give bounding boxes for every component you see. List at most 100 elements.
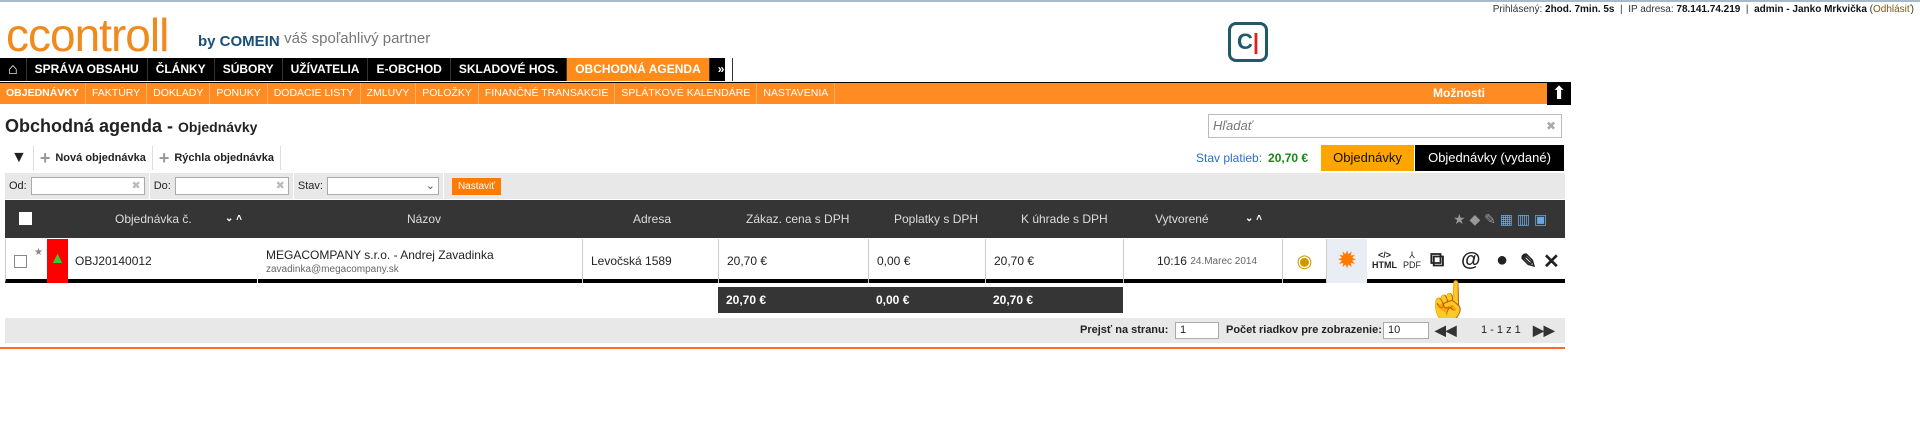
subnav-faktury[interactable]: FAKTÚRY	[86, 83, 148, 104]
open-external-icon[interactable]: ⧉	[1430, 249, 1445, 271]
quick-order-button[interactable]: + Rýchla objednávka	[153, 146, 282, 170]
nav-subory[interactable]: SÚBORY	[215, 58, 283, 81]
col-name[interactable]: Názov	[407, 212, 442, 226]
columns-icon[interactable]: ▥	[1516, 211, 1531, 227]
sort-icon[interactable]: ⌄ ˄	[1245, 213, 1262, 224]
plus-icon: +	[158, 147, 170, 168]
nav-skladove[interactable]: SKLADOVÉ HOS.	[451, 58, 568, 81]
subnav-doklady[interactable]: DOKLADY	[147, 83, 211, 104]
edit-pencil-icon[interactable]: ✎	[1520, 251, 1537, 273]
page-title: Obchodná agenda - Objednávky	[5, 116, 257, 137]
delete-icon[interactable]: ✕	[1543, 251, 1560, 273]
rows-value: 10	[1388, 324, 1401, 336]
session-info: Prihlásený: 2hod. 7min. 5s | IP adresa: …	[1492, 4, 1914, 15]
cell-fees: 0,00 €	[869, 239, 986, 283]
options-menu[interactable]: Možnosti	[1433, 86, 1485, 100]
user-name: admin - Janko Mrkvička	[1754, 4, 1867, 15]
header-tools-icons[interactable]: ★ ◆ ✎ ▦ ▥ ▣	[1453, 200, 1547, 238]
select-all-checkbox[interactable]	[19, 212, 32, 225]
cell-price: 20,70 €	[719, 239, 869, 283]
rows-select[interactable]: 10	[1383, 322, 1429, 339]
nav-obchodna-agenda[interactable]: OBCHODNÁ AGENDA	[567, 58, 710, 81]
logo-by: by COMEIN	[198, 33, 280, 50]
quick-order-label: Rýchla objednávka	[174, 152, 275, 164]
order-number: OBJ20140012	[75, 254, 152, 268]
footer-divider	[0, 347, 1565, 349]
subnav-polozky[interactable]: POLOŽKY	[416, 83, 479, 104]
row-checkbox[interactable]	[14, 254, 27, 268]
logged-time: 2hod. 7min. 5s	[1545, 4, 1615, 15]
apply-filter-button[interactable]: Nastaviť	[451, 177, 502, 195]
col-created[interactable]: Vytvorené	[1155, 212, 1209, 226]
table-row[interactable]: ★ ▲ OBJ20140012 MEGACOMPANY s.r.o. - And…	[5, 239, 1565, 283]
first-prev-icon[interactable]: ◀◀	[1435, 322, 1457, 338]
tag-icon[interactable]: ◆	[1469, 211, 1481, 227]
subnav-dodacie-listy[interactable]: DODACIE LISTY	[268, 83, 361, 104]
address: Levočská 1589	[591, 254, 672, 268]
nav-more[interactable]: »	[710, 58, 734, 81]
subnav-objednavky[interactable]: OBJEDNÁVKY	[0, 83, 86, 104]
logged-label: Prihlásený:	[1492, 4, 1543, 15]
page-value: 1	[1180, 324, 1187, 336]
html-export-icon[interactable]: </> HTML	[1372, 250, 1397, 270]
next-last-icon[interactable]: ▶▶	[1533, 322, 1555, 338]
star-icon[interactable]: ★	[1453, 211, 1466, 227]
subnav-splatkove-kalendare[interactable]: SPLÁTKOVÉ KALENDÁRE	[615, 83, 758, 104]
logo[interactable]: ccontroll	[6, 9, 169, 61]
clear-icon[interactable]: ✖	[275, 180, 285, 192]
col-price[interactable]: Zákaz. cena s DPH	[746, 212, 850, 226]
email-icon[interactable]: @	[1461, 249, 1481, 271]
sort-icon[interactable]: ⌄ ˄	[225, 213, 242, 224]
toolbar: ▼ + Nová objednávka + Rýchla objednávka	[5, 146, 282, 170]
cell-due: 20,70 €	[986, 239, 1124, 283]
customer-email: zavadinka@megacompany.sk	[266, 263, 399, 275]
to-date-input[interactable]: ✖	[174, 177, 289, 195]
new-order-button[interactable]: + Nová objednávka	[34, 146, 153, 170]
cell-name: MEGACOMPANY s.r.o. - Andrej Zavadinka zav…	[258, 239, 583, 283]
page-select[interactable]: 1	[1175, 322, 1219, 339]
state-select[interactable]: ⌄	[326, 177, 439, 195]
scroll-up-icon[interactable]: ⬆	[1547, 82, 1571, 105]
user-icon[interactable]: ●	[1496, 249, 1509, 271]
cell-created: 10:16 24.Marec 2014	[1124, 239, 1283, 283]
subnav-zmluvy[interactable]: ZMLUVY	[361, 83, 417, 104]
clear-search-icon[interactable]: ✖	[1546, 119, 1557, 133]
rows-label: Počet riadkov pre zobrazenie:	[1226, 324, 1382, 336]
col-order-number[interactable]: Objednávka č.	[115, 212, 192, 226]
nav-clanky[interactable]: ČLÁNKY	[148, 58, 215, 81]
state-label: Stav:	[297, 180, 323, 192]
total-due: 20,70 €	[993, 293, 1034, 307]
col-address[interactable]: Adresa	[633, 212, 672, 226]
subnav-financne-transakcie[interactable]: FINANČNÉ TRANSAKCIE	[479, 83, 616, 104]
col-fees[interactable]: Poplatky s DPH	[894, 212, 979, 226]
from-date-input[interactable]: ✖	[30, 177, 145, 195]
filter-toggle-icon[interactable]: ▼	[5, 146, 34, 170]
subnav-nastavenia[interactable]: NASTAVENIA	[757, 83, 836, 104]
pdf-export-icon[interactable]: ⅄ PDF	[1403, 250, 1421, 270]
created-date: 24.Marec 2014	[1190, 255, 1258, 267]
logout-link[interactable]: Odhlásiť	[1873, 4, 1911, 15]
home-icon[interactable]: ⌂	[0, 58, 27, 81]
settings-gear-icon[interactable]: ✹	[1327, 239, 1367, 283]
search-input[interactable]: Hľadať	[1208, 114, 1562, 138]
pay-value: 20,70 €	[1268, 151, 1309, 165]
cell-address: Levočská 1589	[583, 239, 719, 283]
tab-orders[interactable]: Objednávky	[1321, 145, 1414, 171]
clear-icon[interactable]: ✖	[131, 180, 141, 192]
top-border	[0, 0, 1920, 2]
zoom-icon[interactable]: ▣	[1534, 211, 1548, 227]
from-label: Od:	[9, 180, 27, 192]
badge-letter: C	[1236, 29, 1253, 54]
nav-e-obchod[interactable]: E-OBCHOD	[368, 58, 451, 81]
tab-orders-issued[interactable]: Objednávky (vydané)	[1415, 145, 1564, 171]
pin-icon[interactable]: ✎	[1484, 211, 1496, 227]
payment-coins-icon[interactable]: ◉	[1283, 239, 1327, 283]
nav-uzivatelia[interactable]: UŽÍVATELIA	[283, 58, 369, 81]
col-due[interactable]: K úhrade s DPH	[1021, 212, 1108, 226]
goto-label: Prejsť na stranu:	[1080, 324, 1169, 336]
ip-value: 78.141.74.219	[1676, 4, 1741, 15]
sort-az-icon[interactable]: ▦	[1499, 211, 1513, 227]
star-icon[interactable]: ★	[34, 247, 43, 258]
subnav-ponuky[interactable]: PONUKY	[210, 83, 268, 104]
nav-sprava-obsahu[interactable]: SPRÁVA OBSAHU	[27, 58, 148, 81]
